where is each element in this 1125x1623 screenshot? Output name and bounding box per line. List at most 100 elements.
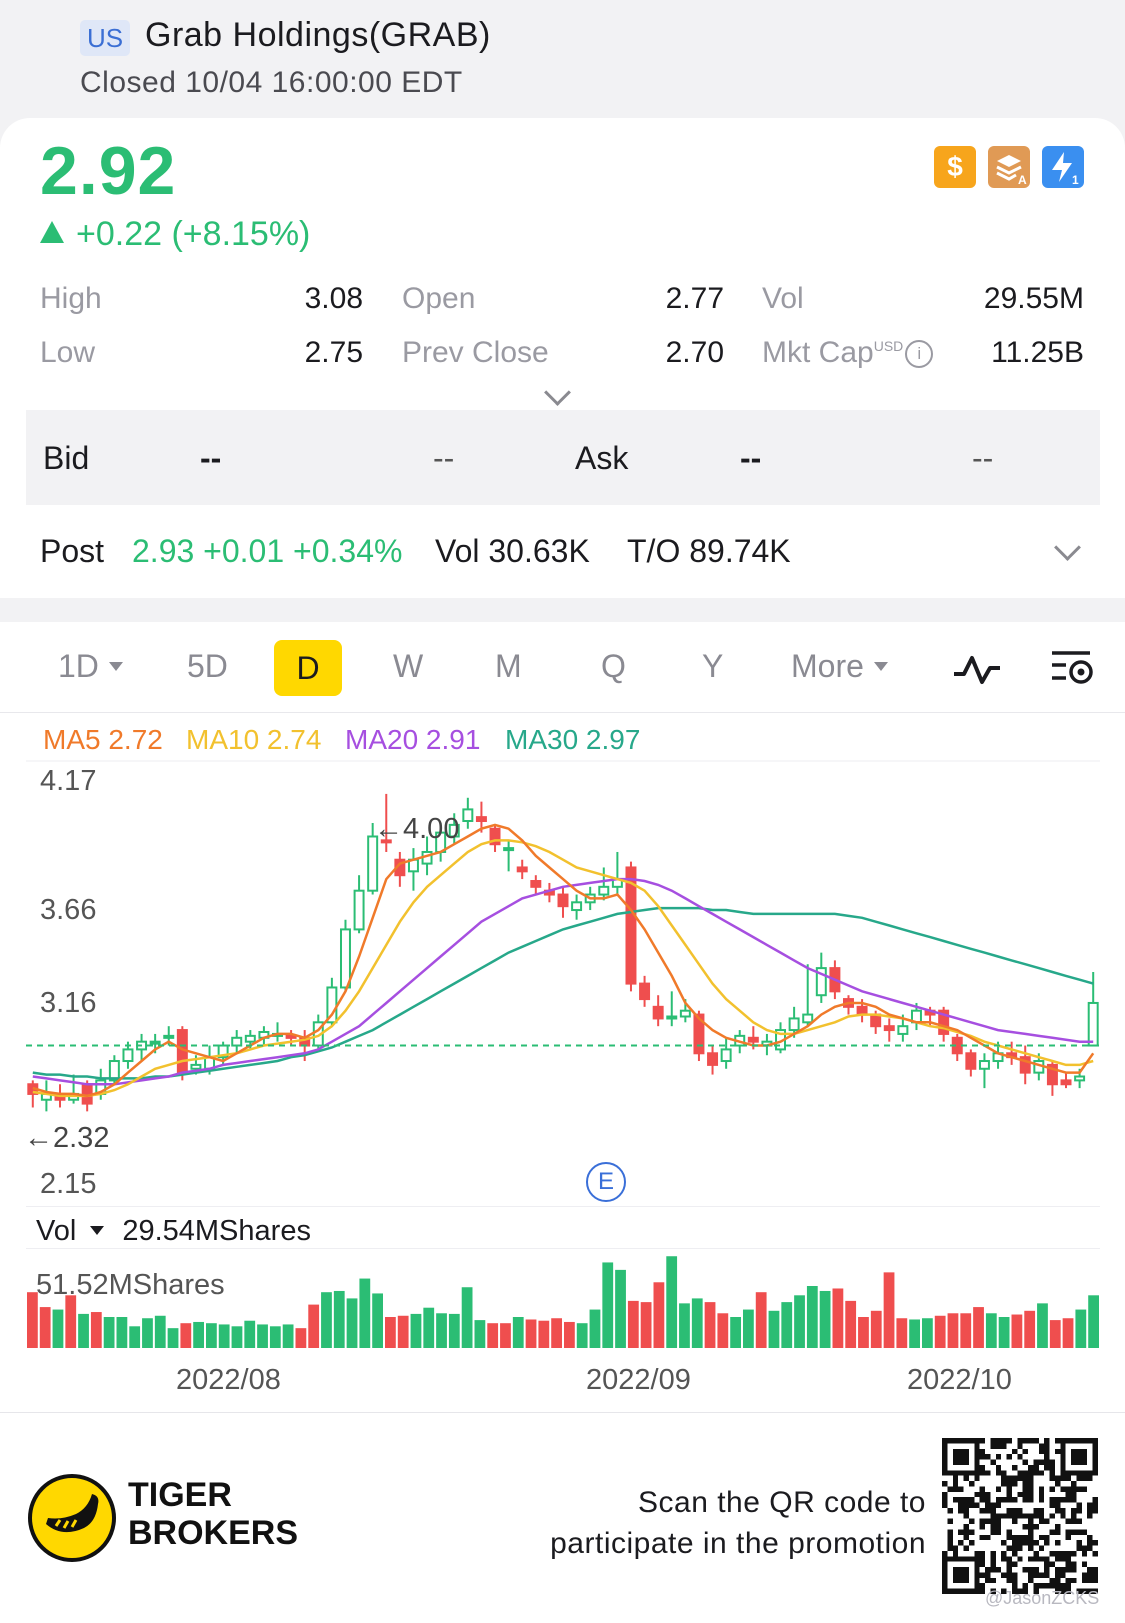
candle — [68, 1074, 80, 1104]
volume-bar — [691, 1298, 703, 1348]
qr-code[interactable] — [942, 1438, 1098, 1594]
qr-module — [963, 1572, 969, 1578]
volume-label: Vol — [36, 1215, 77, 1247]
candle — [462, 797, 474, 829]
chart-settings-icon[interactable] — [1050, 648, 1094, 688]
lightning-1-icon[interactable]: 1 — [1042, 146, 1084, 188]
qr-module — [1011, 1507, 1018, 1514]
qr-module — [1087, 1545, 1093, 1551]
qr-module — [1011, 1588, 1018, 1594]
qr-module — [1081, 1475, 1088, 1482]
tab-y[interactable]: Y — [702, 648, 724, 684]
qr-module — [1060, 1443, 1066, 1449]
layers-a-icon[interactable]: A — [988, 146, 1030, 188]
qr-module — [1006, 1534, 1012, 1541]
qr-module — [1033, 1550, 1039, 1557]
qr-module — [974, 1448, 980, 1455]
qr-module — [1049, 1561, 1055, 1568]
qr-module — [1022, 1497, 1029, 1503]
tab-1d[interactable]: 1D — [58, 648, 123, 685]
qr-module — [974, 1502, 980, 1508]
volume-bar — [615, 1269, 626, 1348]
qr-module — [963, 1556, 969, 1562]
qr-module — [1065, 1583, 1072, 1589]
tab-w[interactable]: W — [393, 648, 424, 684]
qr-module — [1060, 1583, 1066, 1589]
qr-module — [952, 1481, 959, 1487]
qr-module — [1065, 1556, 1072, 1562]
qr-module — [1001, 1475, 1007, 1482]
post-market-turnover: T/O 89.74K — [627, 533, 791, 569]
qr-module — [1060, 1572, 1066, 1578]
qr-module — [1081, 1545, 1088, 1551]
qr-module — [1065, 1561, 1072, 1568]
market-badge: US — [80, 20, 130, 56]
volume-current: 29.54MShares — [122, 1215, 311, 1247]
volume-bar — [896, 1318, 908, 1348]
qr-module — [1054, 1540, 1061, 1546]
qr-module — [1006, 1507, 1012, 1514]
tab-m[interactable]: M — [495, 648, 522, 684]
tab-more[interactable]: More — [791, 648, 888, 685]
volume-bar — [500, 1323, 511, 1348]
candle — [652, 995, 664, 1027]
qr-module — [979, 1524, 986, 1530]
info-icon[interactable]: i — [905, 340, 934, 368]
qr-module — [990, 1438, 996, 1444]
volume-chart[interactable] — [0, 1250, 1125, 1350]
tab-q[interactable]: Q — [601, 648, 626, 684]
earnings-marker[interactable]: E — [586, 1162, 626, 1202]
qr-module — [979, 1572, 986, 1578]
candle — [978, 1053, 990, 1089]
candle — [353, 875, 365, 934]
qr-module — [1044, 1561, 1050, 1568]
qr-module — [1011, 1518, 1018, 1525]
qr-module — [958, 1507, 964, 1514]
qr-module — [947, 1486, 953, 1492]
volume-bar — [883, 1272, 895, 1348]
mkt-cap-label[interactable]: Mkt CapUSD i — [762, 336, 934, 370]
qr-module — [1092, 1459, 1098, 1465]
qr-module — [1092, 1443, 1098, 1449]
x-axis-date-oct: 2022/10 — [907, 1364, 1012, 1396]
qr-module — [942, 1481, 948, 1487]
ma20-line — [32, 877, 1094, 1086]
qr-module — [1092, 1577, 1098, 1584]
price-change: +0.22 (+8.15%) — [40, 215, 310, 254]
qr-module — [1054, 1507, 1061, 1514]
qr-module — [990, 1459, 996, 1465]
qr-module — [1011, 1481, 1018, 1487]
qr-module — [1011, 1464, 1018, 1471]
qr-module — [1006, 1513, 1012, 1519]
tab-5d[interactable]: 5D — [187, 648, 228, 684]
qr-module — [1017, 1507, 1023, 1514]
dollar-icon[interactable]: $ — [934, 146, 976, 188]
qr-module — [947, 1529, 953, 1535]
qr-module — [963, 1529, 969, 1535]
volume-bar — [448, 1313, 460, 1348]
qr-module — [1022, 1534, 1029, 1541]
qr-module — [1033, 1567, 1039, 1573]
qr-module — [1011, 1497, 1018, 1503]
qr-module — [1060, 1588, 1066, 1594]
qr-module — [1087, 1502, 1093, 1508]
indicator-wave-icon[interactable] — [952, 652, 1002, 686]
tab-d[interactable]: D — [274, 640, 342, 696]
qr-module — [1006, 1486, 1012, 1492]
qr-module — [1038, 1545, 1045, 1551]
volume-bar — [755, 1292, 767, 1348]
price-chart[interactable] — [0, 750, 1125, 1210]
qr-module — [974, 1572, 980, 1578]
volume-header[interactable]: Vol 29.54MShares — [36, 1215, 311, 1248]
promo-footer — [0, 1412, 1125, 1623]
qr-module — [1022, 1448, 1029, 1455]
qr-module — [1006, 1561, 1012, 1568]
volume-bar — [717, 1313, 729, 1348]
qr-module — [1006, 1491, 1012, 1498]
qr-module — [963, 1567, 969, 1573]
qr-module — [1001, 1572, 1007, 1578]
qr-module — [1081, 1577, 1088, 1584]
tab-more-label: More — [791, 648, 864, 684]
caret-down-icon — [90, 1226, 105, 1235]
qr-module — [979, 1534, 986, 1541]
